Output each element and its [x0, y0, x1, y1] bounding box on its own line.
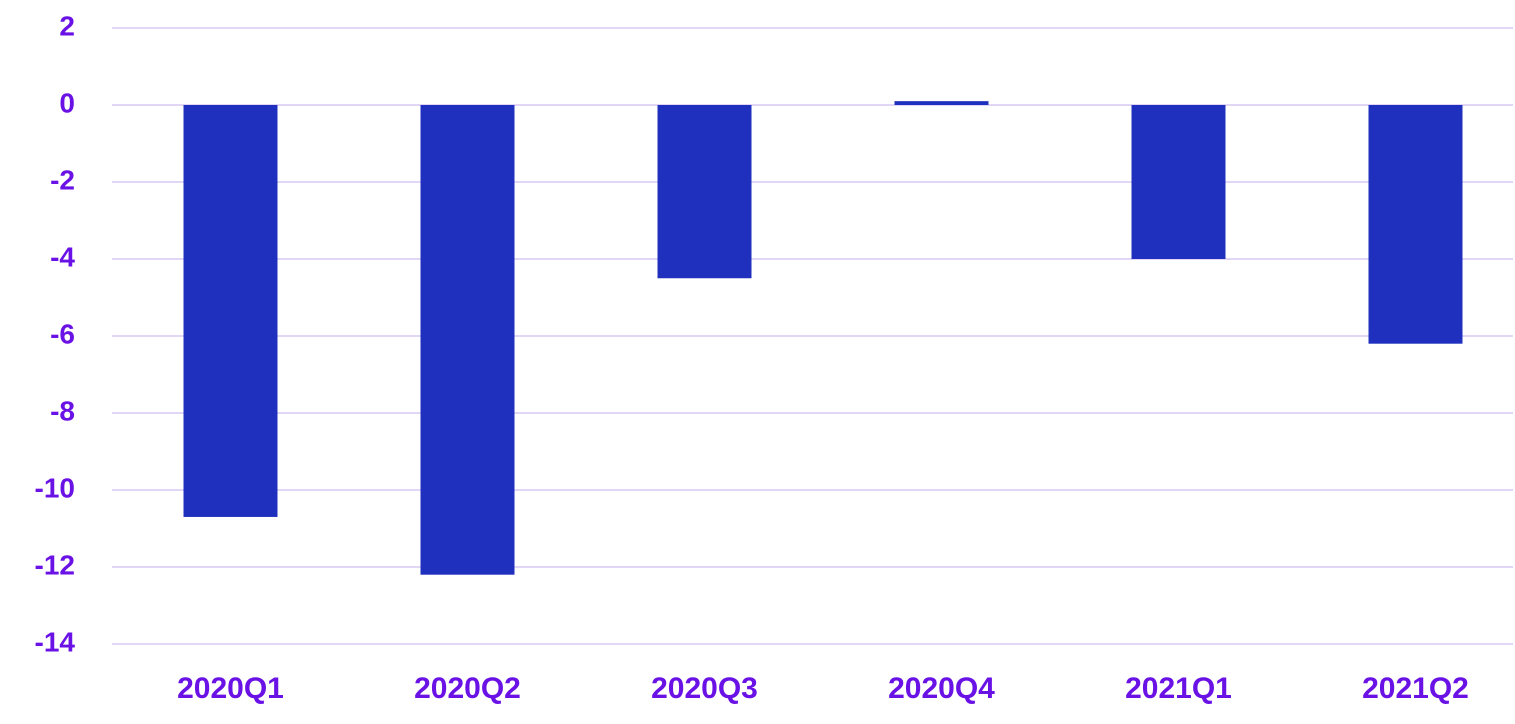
- bar: [1368, 105, 1463, 344]
- x-tick-label: 2020Q4: [888, 672, 995, 705]
- y-tick-label: -6: [50, 318, 75, 349]
- y-tick-label: 0: [59, 87, 75, 118]
- bar: [657, 105, 752, 279]
- y-tick-label: 2: [59, 10, 75, 41]
- x-tick-label: 2020Q1: [177, 672, 284, 705]
- x-tick-label: 2021Q2: [1362, 672, 1469, 705]
- bar: [1131, 105, 1226, 259]
- bar: [894, 101, 989, 105]
- y-tick-label: -12: [35, 549, 75, 580]
- y-tick-label: -10: [35, 472, 75, 503]
- x-tick-label: 2020Q2: [414, 672, 521, 705]
- x-tick-label: 2020Q3: [651, 672, 758, 705]
- y-tick-label: -14: [35, 626, 76, 657]
- y-tick-label: -4: [50, 241, 75, 272]
- bar: [420, 105, 515, 575]
- y-tick-label: -2: [50, 164, 75, 195]
- bar: [183, 105, 278, 517]
- y-tick-label: -8: [50, 395, 75, 426]
- x-tick-label: 2021Q1: [1125, 672, 1232, 705]
